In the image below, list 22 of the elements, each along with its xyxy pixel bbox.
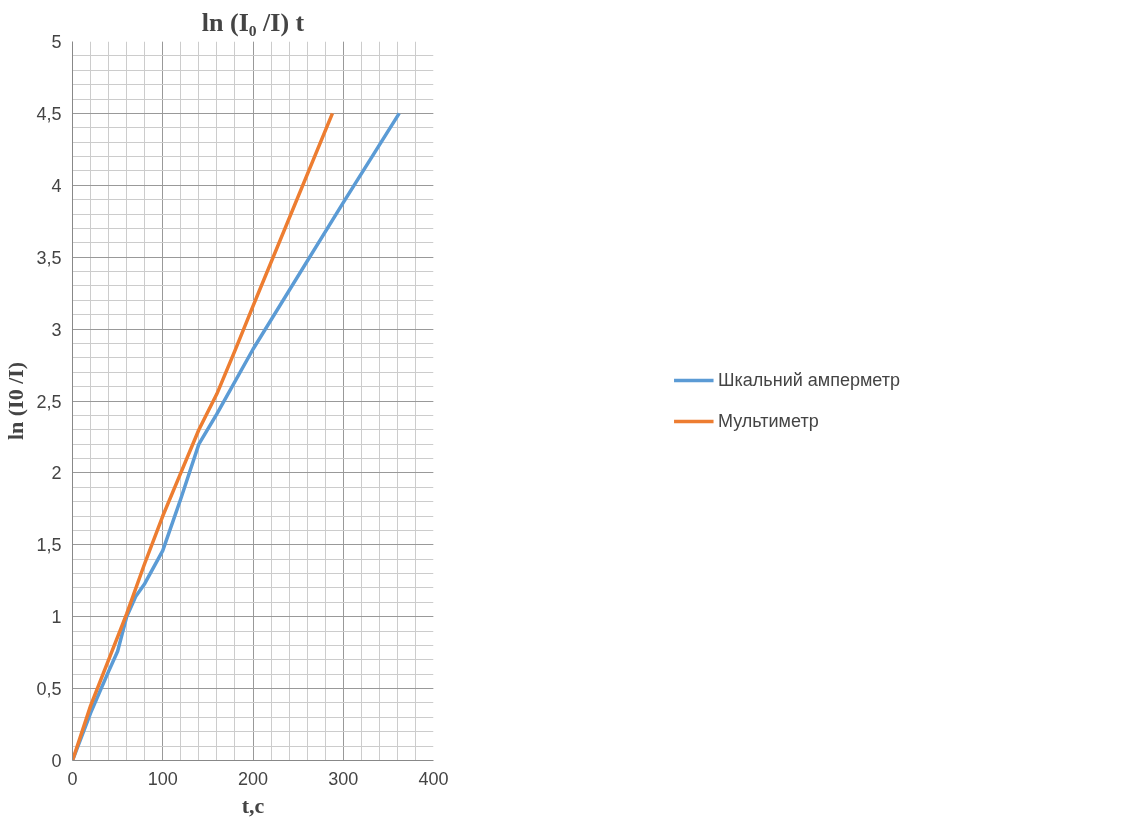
y-tick-label: 3,5 <box>36 247 62 268</box>
y-tick-label: 5 <box>51 32 62 52</box>
y-axis-title: ln (I0 /I) <box>3 361 29 441</box>
y-tick-label: 0 <box>51 751 62 771</box>
chart-title: ln (I₀ /I) t <box>201 7 305 37</box>
y-tick-label: 4,5 <box>36 103 62 124</box>
y-tick-label: 2,5 <box>36 391 62 412</box>
x-tick-label: 400 <box>418 768 449 789</box>
y-tick-label: 1,5 <box>36 535 62 556</box>
line-series <box>72 111 335 761</box>
x-tick-label: 300 <box>328 768 359 789</box>
y-tick-label: 0,5 <box>36 679 62 700</box>
x-tick-label: 100 <box>147 768 178 789</box>
y-tick-label: 2 <box>51 463 62 484</box>
x-axis-title: t,c <box>241 792 265 818</box>
x-tick-label: 200 <box>237 768 269 789</box>
legend-label: Шкальний амперметр <box>718 369 900 391</box>
y-tick-label: 3 <box>51 319 62 340</box>
x-tick-label: 0 <box>67 768 78 789</box>
y-tick-label: 1 <box>51 607 62 628</box>
legend-label: Мультиметр <box>718 410 819 432</box>
y-tick-label: 4 <box>51 175 62 196</box>
